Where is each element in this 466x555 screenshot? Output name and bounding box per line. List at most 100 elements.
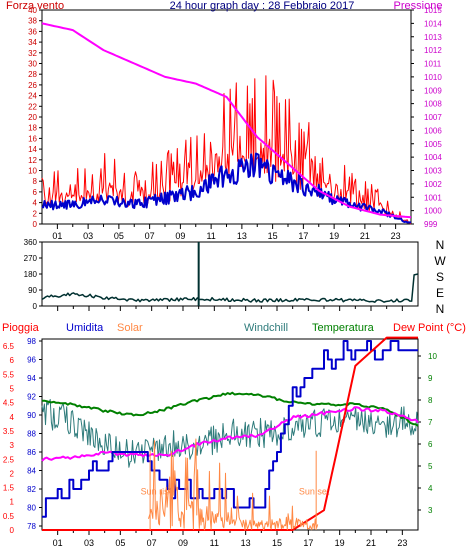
plot-area-direction	[41, 241, 419, 307]
x-axis-climate-label: 01	[53, 538, 63, 548]
x-axis-wind-label: 13	[237, 231, 247, 241]
y-tick-label-rain: 2.5	[3, 455, 15, 464]
series-wind-average	[41, 152, 411, 224]
y-tick-label-pressure: 1014	[424, 19, 442, 28]
y-tick-label-wind: 36	[28, 27, 37, 36]
y-tick-label-temperature: 8	[428, 396, 433, 405]
y-tick-label-direction: 90	[28, 286, 37, 295]
compass-label: E	[436, 286, 444, 300]
x-axis-wind-label: 09	[175, 231, 185, 241]
y-tick-label-rain: 4.5	[3, 399, 15, 408]
y-tick-label-wind: 10	[28, 167, 37, 176]
y-tick-label-pressure: 1004	[424, 153, 442, 162]
sunset-label: Sun set	[299, 487, 330, 497]
x-axis-wind-label: 11	[206, 231, 215, 241]
y-tick-label-wind: 12	[28, 156, 37, 165]
y-tick-label-wind: 14	[28, 145, 37, 154]
y-tick-label-humidity: 88	[27, 430, 36, 439]
y-tick-label-wind: 2	[33, 209, 38, 218]
y-tick-label-humidity: 84	[27, 467, 36, 476]
y-tick-label-rain: 3.5	[3, 427, 15, 436]
y-tick-label-rain: 6	[10, 356, 15, 365]
y-tick-label-humidity: 80	[27, 504, 36, 513]
x-axis-climate-label: 03	[84, 538, 94, 548]
y-tick-label-pressure: 1008	[424, 100, 442, 109]
y-tick-label-direction: 0	[33, 302, 38, 311]
x-axis-climate-label: 19	[335, 538, 345, 548]
y-tick-label-humidity: 96	[27, 356, 36, 365]
series-pressure	[41, 22, 412, 219]
x-axis-climate-label: 21	[366, 538, 376, 548]
y-tick-label-pressure: 1000	[424, 207, 442, 216]
x-axis-wind-label: 19	[329, 231, 339, 241]
y-tick-label-wind: 40	[28, 6, 37, 15]
wind-axis-title: Forza vento	[6, 0, 64, 12]
y-tick-label-pressure: 1015	[424, 6, 442, 15]
y-tick-label-wind: 28	[28, 70, 37, 79]
y-tick-label-wind: 38	[28, 17, 37, 26]
y-tick-label-wind: 4	[33, 199, 38, 208]
y-tick-label-wind: 20	[28, 113, 37, 122]
y-tick-label-rain: 2	[10, 469, 15, 478]
y-tick-label-rain: 4	[10, 413, 15, 422]
compass-label: W	[434, 254, 446, 268]
x-axis-climate-label: 07	[147, 538, 157, 548]
y-tick-label-rain: 5	[10, 385, 15, 394]
x-axis-wind-label: 21	[360, 231, 370, 241]
series-temperature	[41, 391, 419, 427]
y-tick-label-pressure: 1007	[424, 113, 442, 122]
y-tick-label-wind: 16	[28, 134, 37, 143]
y-tick-label-humidity: 90	[27, 411, 36, 420]
y-tick-label-humidity: 98	[27, 337, 36, 346]
y-tick-label-wind: 0	[33, 220, 38, 229]
y-tick-label-pressure: 1003	[424, 167, 442, 176]
y-tick-label-rain: 0.5	[3, 512, 15, 521]
series-humidity	[42, 340, 418, 518]
legend-pioggia: Pioggia	[2, 322, 40, 334]
compass-label: N	[436, 238, 445, 252]
y-tick-label-humidity: 86	[27, 448, 36, 457]
y-tick-label-pressure: 1002	[424, 180, 442, 189]
y-tick-label-rain: 1.5	[3, 484, 15, 493]
legend-umidita: Umidita	[66, 322, 104, 334]
y-tick-label-direction: 270	[24, 254, 38, 263]
series-solar	[148, 438, 319, 531]
series-dew-point	[41, 406, 419, 462]
y-tick-label-rain: 3	[10, 441, 15, 450]
x-axis-wind-label: 23	[391, 231, 401, 241]
x-axis-climate-label: 11	[210, 538, 219, 548]
y-tick-label-humidity: 82	[27, 485, 36, 494]
compass-label: N	[436, 302, 445, 316]
y-tick-label-wind: 32	[28, 49, 37, 58]
sunrise-label: Sun rise	[141, 487, 174, 497]
y-tick-label-direction: 360	[24, 238, 38, 247]
y-tick-label-humidity: 78	[27, 522, 36, 531]
y-tick-label-pressure: 1010	[424, 73, 442, 82]
y-tick-label-pressure: 999	[424, 220, 438, 229]
x-axis-climate-label: 23	[397, 538, 407, 548]
y-tick-label-temperature: 7	[428, 418, 433, 427]
y-tick-label-temperature: 6	[428, 440, 433, 449]
y-tick-label-rain: 5.5	[3, 370, 15, 379]
y-tick-label-temperature: 9	[428, 374, 433, 383]
y-tick-label-pressure: 1012	[424, 46, 442, 55]
y-tick-label-pressure: 1009	[424, 86, 442, 95]
y-tick-label-temperature: 10	[428, 352, 437, 361]
y-tick-label-wind: 8	[33, 177, 38, 186]
y-tick-label-rain: 0	[10, 526, 15, 535]
y-tick-label-temperature: 3	[428, 506, 433, 515]
y-tick-label-pressure: 1005	[424, 140, 442, 149]
y-tick-label-wind: 26	[28, 81, 37, 90]
y-tick-label-rain: 1	[10, 498, 15, 507]
y-tick-label-temperature: 4	[428, 484, 433, 493]
chart-title: 24 hour graph day : 28 Febbraio 2017	[170, 0, 355, 12]
y-tick-label-pressure: 1001	[424, 193, 442, 202]
y-tick-label-wind: 6	[33, 188, 38, 197]
x-axis-wind-label: 07	[145, 231, 155, 241]
series-windchill	[41, 399, 419, 468]
pressure-axis-title: Pressione	[394, 0, 443, 12]
x-axis-wind-label: 05	[114, 231, 124, 241]
x-axis-climate-label: 13	[241, 538, 251, 548]
y-tick-label-pressure: 1011	[424, 60, 442, 69]
x-axis-climate-label: 09	[178, 538, 188, 548]
